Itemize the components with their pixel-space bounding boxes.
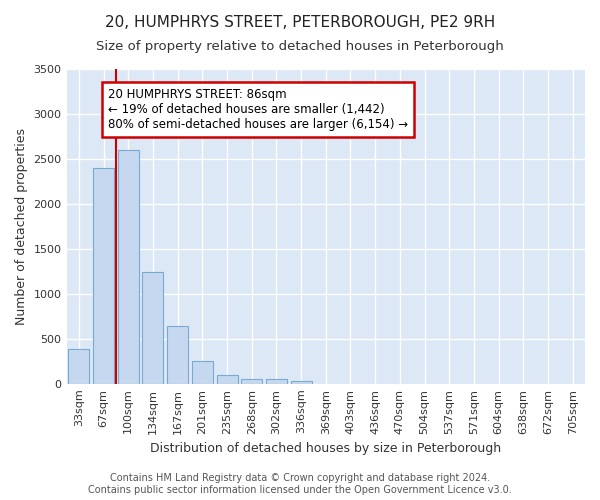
Bar — [167, 326, 188, 384]
Y-axis label: Number of detached properties: Number of detached properties — [15, 128, 28, 325]
Bar — [142, 272, 163, 384]
Text: Size of property relative to detached houses in Peterborough: Size of property relative to detached ho… — [96, 40, 504, 53]
Bar — [266, 380, 287, 384]
Text: 20, HUMPHRYS STREET, PETERBOROUGH, PE2 9RH: 20, HUMPHRYS STREET, PETERBOROUGH, PE2 9… — [105, 15, 495, 30]
Bar — [192, 361, 213, 384]
Bar — [290, 380, 311, 384]
Bar — [93, 168, 114, 384]
X-axis label: Distribution of detached houses by size in Peterborough: Distribution of detached houses by size … — [150, 442, 502, 455]
Bar — [217, 376, 238, 384]
Text: Contains HM Land Registry data © Crown copyright and database right 2024.
Contai: Contains HM Land Registry data © Crown c… — [88, 474, 512, 495]
Bar — [118, 150, 139, 384]
Text: 20 HUMPHRYS STREET: 86sqm
← 19% of detached houses are smaller (1,442)
80% of se: 20 HUMPHRYS STREET: 86sqm ← 19% of detac… — [108, 88, 408, 131]
Bar — [241, 379, 262, 384]
Bar — [68, 348, 89, 384]
